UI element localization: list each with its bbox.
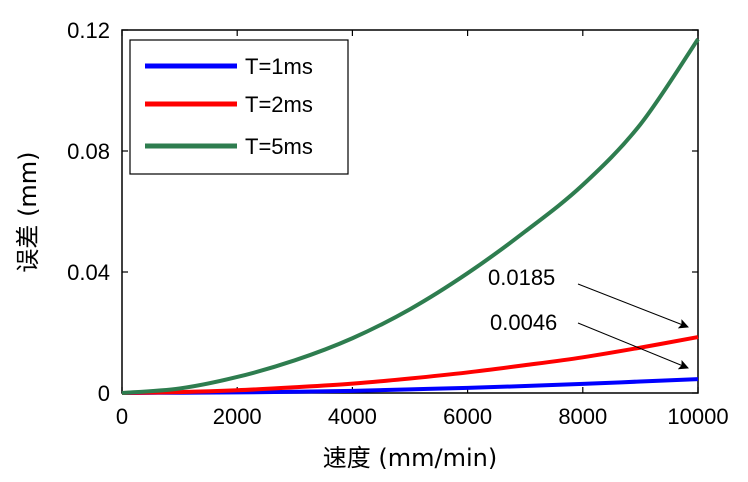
x-tick-label: 8000 bbox=[558, 404, 607, 429]
annotation-0185-label: 0.0185 bbox=[488, 265, 555, 290]
legend-label-t5: T=5ms bbox=[245, 134, 313, 159]
annotation-0046-arrow bbox=[577, 322, 689, 370]
x-tick-label: 0 bbox=[116, 404, 128, 429]
legend-box bbox=[129, 39, 349, 175]
tick-marks: 0 2000 4000 6000 8000 10000 0 0.04 0.08 0.12 bbox=[67, 18, 728, 429]
annotations: 0.0185 0.0046 bbox=[488, 265, 689, 370]
legend: T=1ms T=2ms T=5ms bbox=[129, 39, 349, 175]
x-axis-label: 速度 (mm/min) bbox=[323, 444, 497, 472]
y-axis-label: 误差 (mm) bbox=[14, 151, 42, 272]
legend-label-t1: T=1ms bbox=[245, 54, 313, 79]
y-tick-label: 0.12 bbox=[67, 18, 110, 43]
x-tick-label: 4000 bbox=[328, 404, 377, 429]
legend-label-t2: T=2ms bbox=[245, 92, 313, 117]
y-tick-label: 0.04 bbox=[67, 260, 110, 285]
annotation-0046-label: 0.0046 bbox=[490, 310, 557, 335]
x-tick-label: 6000 bbox=[443, 404, 492, 429]
x-tick-label: 2000 bbox=[213, 404, 262, 429]
annotation-0185-arrow bbox=[577, 283, 689, 329]
y-tick-label: 0 bbox=[98, 381, 110, 406]
y-tick-label: 0.08 bbox=[67, 139, 110, 164]
series-layer bbox=[121, 37, 700, 395]
series-line-t5ms bbox=[121, 37, 700, 395]
series-line-t2ms bbox=[121, 335, 699, 395]
x-tick-label: 10000 bbox=[667, 404, 728, 429]
